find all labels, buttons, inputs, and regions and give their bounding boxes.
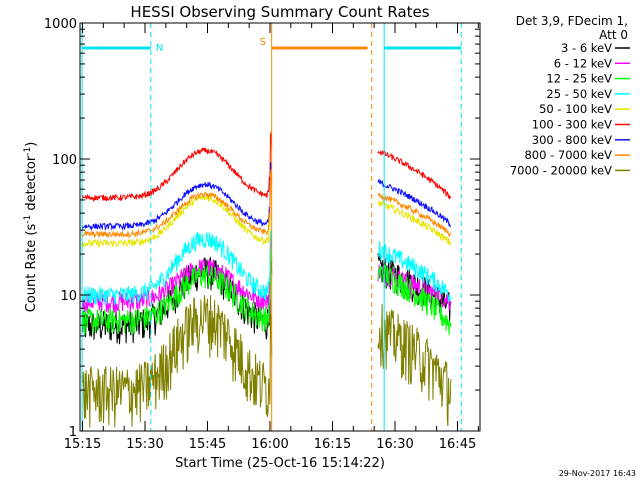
legend-header-line-2: Att 0 [599,28,628,42]
saa-label-2: S [260,37,266,48]
legend-label-5: 50 - 100 keV [539,102,612,116]
legend-label-2: 6 - 12 keV [554,56,612,70]
legend-label-4: 25 - 50 keV [546,87,612,101]
x-tick-label-5: 16:15 [314,437,351,452]
legend-label-8: 800 - 7000 keV [524,148,612,162]
series-line-3 [81,249,452,337]
legend-label-9: 7000 - 20000 keV [510,163,612,177]
series-line-2 [81,231,452,313]
y-tick-label-1: 1 [69,425,77,440]
series-line-5 [81,176,452,248]
y-tick-label-2: 10 [60,289,77,304]
x-tick-label-7: 16:45 [439,437,476,452]
series-line-7 [81,161,452,232]
legend-label-1: 3 - 6 keV [561,41,612,55]
y-tick-label-3: 100 [52,153,77,168]
series-line-8 [81,169,452,239]
x-tick-label-6: 16:30 [376,437,413,452]
plot-frame [79,22,481,432]
x-axis-label: Start Time (25-Oct-16 15:14:22) [175,456,385,471]
x-tick-label-1: 15:15 [64,437,101,452]
legend-label-7: 300 - 800 keV [532,133,612,147]
footer-timestamp: 29-Nov-2017 16:43 [559,469,636,478]
y-tick-label-4: 1000 [44,17,77,32]
series-line-6 [81,131,452,203]
night-label-1: N [156,43,163,54]
chart-title: HESSI Observing Summary Count Rates [130,3,429,21]
x-tick-label-4: 16:00 [251,437,288,452]
x-tick-label-2: 15:30 [126,437,163,452]
legend-header-line-1: Det 3,9, FDecim 1, [516,14,628,28]
series-line-4 [81,230,452,306]
legend-label-3: 12 - 25 keV [546,72,612,86]
y-axis-label: Count Rate (s-1 detector-1) [23,142,39,313]
x-tick-label-3: 15:45 [189,437,226,452]
legend-label-6: 100 - 300 keV [532,118,612,132]
series-line-9 [81,295,452,428]
